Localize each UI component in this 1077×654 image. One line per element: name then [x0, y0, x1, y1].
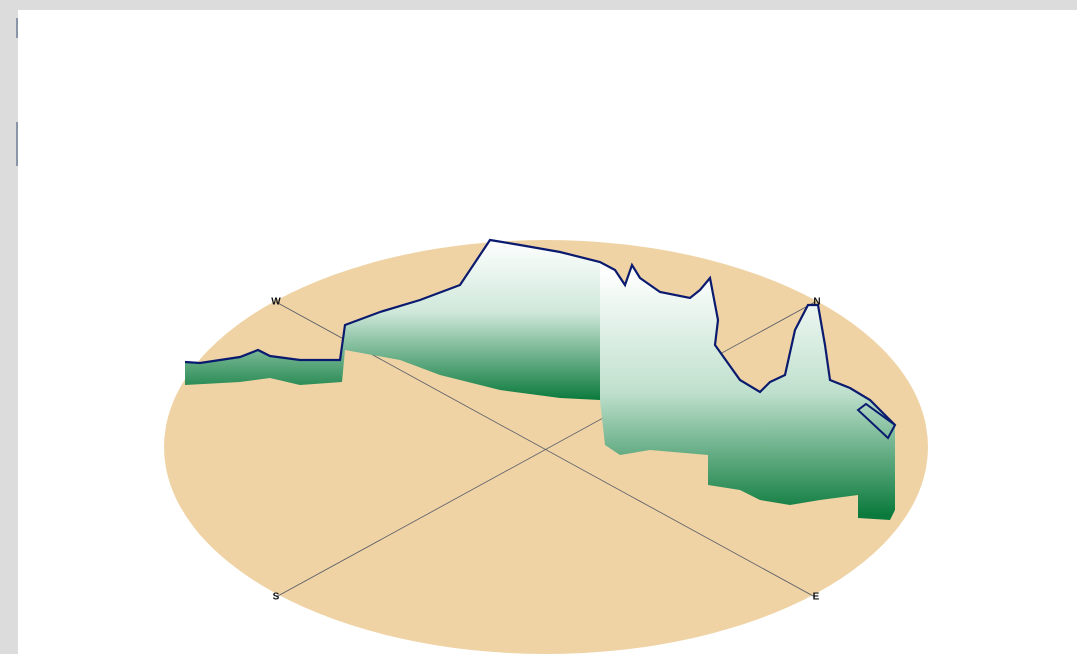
compass-label: S — [273, 592, 280, 603]
compass-label: E — [813, 592, 820, 603]
axis-ns — [275, 301, 816, 598]
compass-label: N — [813, 297, 820, 308]
skyline-segment — [856, 402, 897, 440]
top-bar — [0, 0, 1077, 10]
side-bar — [0, 0, 18, 654]
terrain-west — [185, 240, 600, 400]
side-marker — [16, 122, 18, 166]
compass-label: W — [271, 297, 281, 308]
side-marker — [16, 18, 18, 38]
skyline — [184, 238, 896, 426]
